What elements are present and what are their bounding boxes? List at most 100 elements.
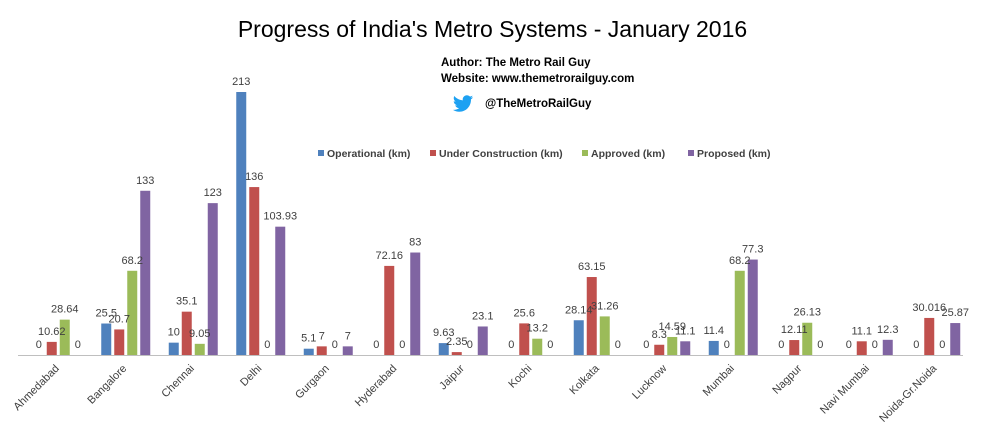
data-label-bangalore-under-construction-km: 20.7 [109, 313, 130, 325]
data-label-navi-mumbai-proposed-km: 12.3 [877, 324, 898, 336]
author-line: Author: The Metro Rail Guy [441, 57, 591, 69]
bar-jaipur-under-construction-km [451, 352, 462, 355]
bar-bangalore-approved-km [127, 270, 138, 355]
legend-label-under-construction-km: Under Construction (km) [439, 148, 563, 160]
data-label-lucknow-under-construction-km: 8.3 [652, 329, 667, 341]
category-label-nagpur: Nagpur [770, 362, 804, 396]
data-label-ahmedabad-under-construction-km: 10.62 [38, 326, 66, 338]
bar-kolkata-approved-km [599, 316, 610, 355]
bar-kolkata-under-construction-km [586, 277, 597, 355]
data-label-gurgaon-operational-km: 5.1 [301, 333, 316, 345]
data-label-noida-gr-noida-approved-km: 0 [939, 339, 945, 351]
data-label-mumbai-under-construction-km: 0 [724, 339, 730, 351]
category-label-chennai: Chennai [159, 363, 196, 400]
data-label-kochi-under-construction-km: 25.6 [514, 307, 535, 319]
twitter-handle: @TheMetroRailGuy [485, 98, 592, 110]
bar-mumbai-approved-km [734, 270, 745, 355]
data-labels-group: 010.6228.64025.520.768.21331035.19.05123… [36, 76, 969, 351]
data-label-lucknow-approved-km: 14.59 [658, 321, 686, 333]
data-label-hyderabad-under-construction-km: 72.16 [375, 250, 403, 262]
category-label-noida-gr-noida: Noida-Gr.Noida [877, 362, 940, 425]
data-label-chennai-proposed-km: 123 [204, 187, 222, 199]
bar-chennai-proposed-km [207, 203, 218, 355]
data-label-delhi-under-construction-km: 136 [245, 171, 263, 183]
legend-label-operational-km: Operational (km) [327, 148, 410, 160]
data-label-chennai-under-construction-km: 35.1 [176, 296, 197, 308]
data-label-jaipur-under-construction-km: 2.35 [446, 336, 467, 348]
chart-title: Progress of India's Metro Systems - Janu… [237, 16, 748, 42]
legend-label-proposed-km: Proposed (km) [697, 148, 771, 160]
bar-lucknow-under-construction-km [654, 344, 665, 355]
data-label-mumbai-approved-km: 68.2 [729, 255, 750, 267]
bar-noida-gr-noida-proposed-km [950, 323, 961, 355]
data-label-mumbai-operational-km: 11.4 [703, 325, 724, 337]
category-label-lucknow: Lucknow [630, 363, 669, 402]
bar-kochi-approved-km [532, 338, 543, 355]
data-label-chennai-operational-km: 10 [168, 327, 180, 339]
chart-legend: Operational (km) Under Construction (km) A… [318, 148, 771, 160]
category-label-jaipur: Jaipur [437, 362, 467, 392]
bar-nagpur-approved-km [802, 322, 813, 355]
data-label-nagpur-approved-km: 26.13 [793, 307, 821, 319]
bar-delhi-under-construction-km [249, 187, 260, 355]
bar-chennai-under-construction-km [181, 311, 192, 355]
data-label-navi-mumbai-under-construction-km: 11.1 [851, 325, 872, 337]
bar-gurgaon-proposed-km [342, 346, 353, 355]
data-label-delhi-approved-km: 0 [264, 339, 270, 351]
bar-chennai-operational-km [168, 342, 179, 355]
data-label-hyderabad-operational-km: 0 [373, 339, 379, 351]
category-label-delhi: Delhi [238, 363, 264, 389]
data-label-jaipur-operational-km: 9.63 [433, 327, 454, 339]
category-label-gurgaon: Gurgaon [293, 363, 332, 402]
data-label-noida-gr-noida-operational-km: 0 [913, 339, 919, 351]
data-label-bangalore-approved-km: 68.2 [122, 255, 143, 267]
bar-bangalore-under-construction-km [114, 329, 125, 355]
legend-swatch-proposed-km [688, 150, 694, 156]
data-label-gurgaon-under-construction-km: 7 [319, 330, 325, 342]
bar-ahmedabad-approved-km [59, 319, 70, 355]
bar-jaipur-proposed-km [477, 326, 488, 355]
data-label-jaipur-proposed-km: 23.1 [472, 310, 493, 322]
category-label-kochi: Kochi [506, 363, 534, 391]
website-line: Website: www.themetrorailguy.com [441, 73, 635, 85]
data-label-hyderabad-approved-km: 0 [399, 339, 405, 351]
bar-bangalore-proposed-km [140, 190, 151, 355]
category-label-hyderabad: Hyderabad [353, 363, 400, 410]
data-label-noida-gr-noida-under-construction-km: 30.016 [912, 302, 946, 314]
data-label-gurgaon-approved-km: 0 [332, 339, 338, 351]
data-label-kolkata-proposed-km: 0 [615, 339, 621, 351]
data-label-delhi-proposed-km: 103.93 [263, 211, 297, 223]
data-label-kochi-operational-km: 0 [508, 339, 514, 351]
data-label-mumbai-proposed-km: 77.3 [742, 244, 763, 256]
category-label-navi-mumbai: Navi Mumbai [818, 363, 872, 417]
data-label-bangalore-proposed-km: 133 [136, 175, 154, 187]
category-label-bangalore: Bangalore [85, 363, 129, 407]
data-label-ahmedabad-operational-km: 0 [36, 339, 42, 351]
legend-label-approved-km: Approved (km) [591, 148, 665, 160]
data-label-bangalore-operational-km: 25.5 [96, 308, 117, 320]
data-label-kochi-approved-km: 13.2 [527, 323, 548, 335]
twitter-bird-shape [452, 95, 474, 112]
category-label-ahmedabad: Ahmedabad [11, 363, 61, 413]
bar-delhi-proposed-km [275, 226, 286, 355]
bar-jaipur-operational-km [438, 343, 449, 355]
data-label-lucknow-proposed-km: 11.1 [675, 325, 696, 337]
legend-swatch-under-construction-km [430, 150, 436, 156]
bar-ahmedabad-under-construction-km [46, 341, 57, 355]
bar-hyderabad-proposed-km [410, 252, 421, 355]
data-label-chennai-approved-km: 9.05 [189, 328, 210, 340]
bar-lucknow-approved-km [667, 336, 678, 355]
data-label-lucknow-operational-km: 0 [643, 339, 649, 351]
bar-gurgaon-under-construction-km [316, 346, 327, 355]
bar-kolkata-operational-km [573, 320, 584, 355]
data-label-hyderabad-proposed-km: 83 [409, 237, 421, 249]
data-label-nagpur-under-construction-km: 12.11 [781, 324, 808, 336]
twitter-bird-icon [452, 95, 474, 112]
legend-swatch-operational-km [318, 150, 324, 156]
category-labels-group: Ahmedabad Bangalore Chennai Delhi Gurgaon Hyd… [11, 362, 940, 425]
bar-navi-mumbai-proposed-km [882, 339, 893, 355]
data-label-nagpur-operational-km: 0 [778, 339, 784, 351]
bar-bangalore-operational-km [101, 323, 112, 355]
data-label-kolkata-under-construction-km: 63.15 [578, 261, 606, 273]
